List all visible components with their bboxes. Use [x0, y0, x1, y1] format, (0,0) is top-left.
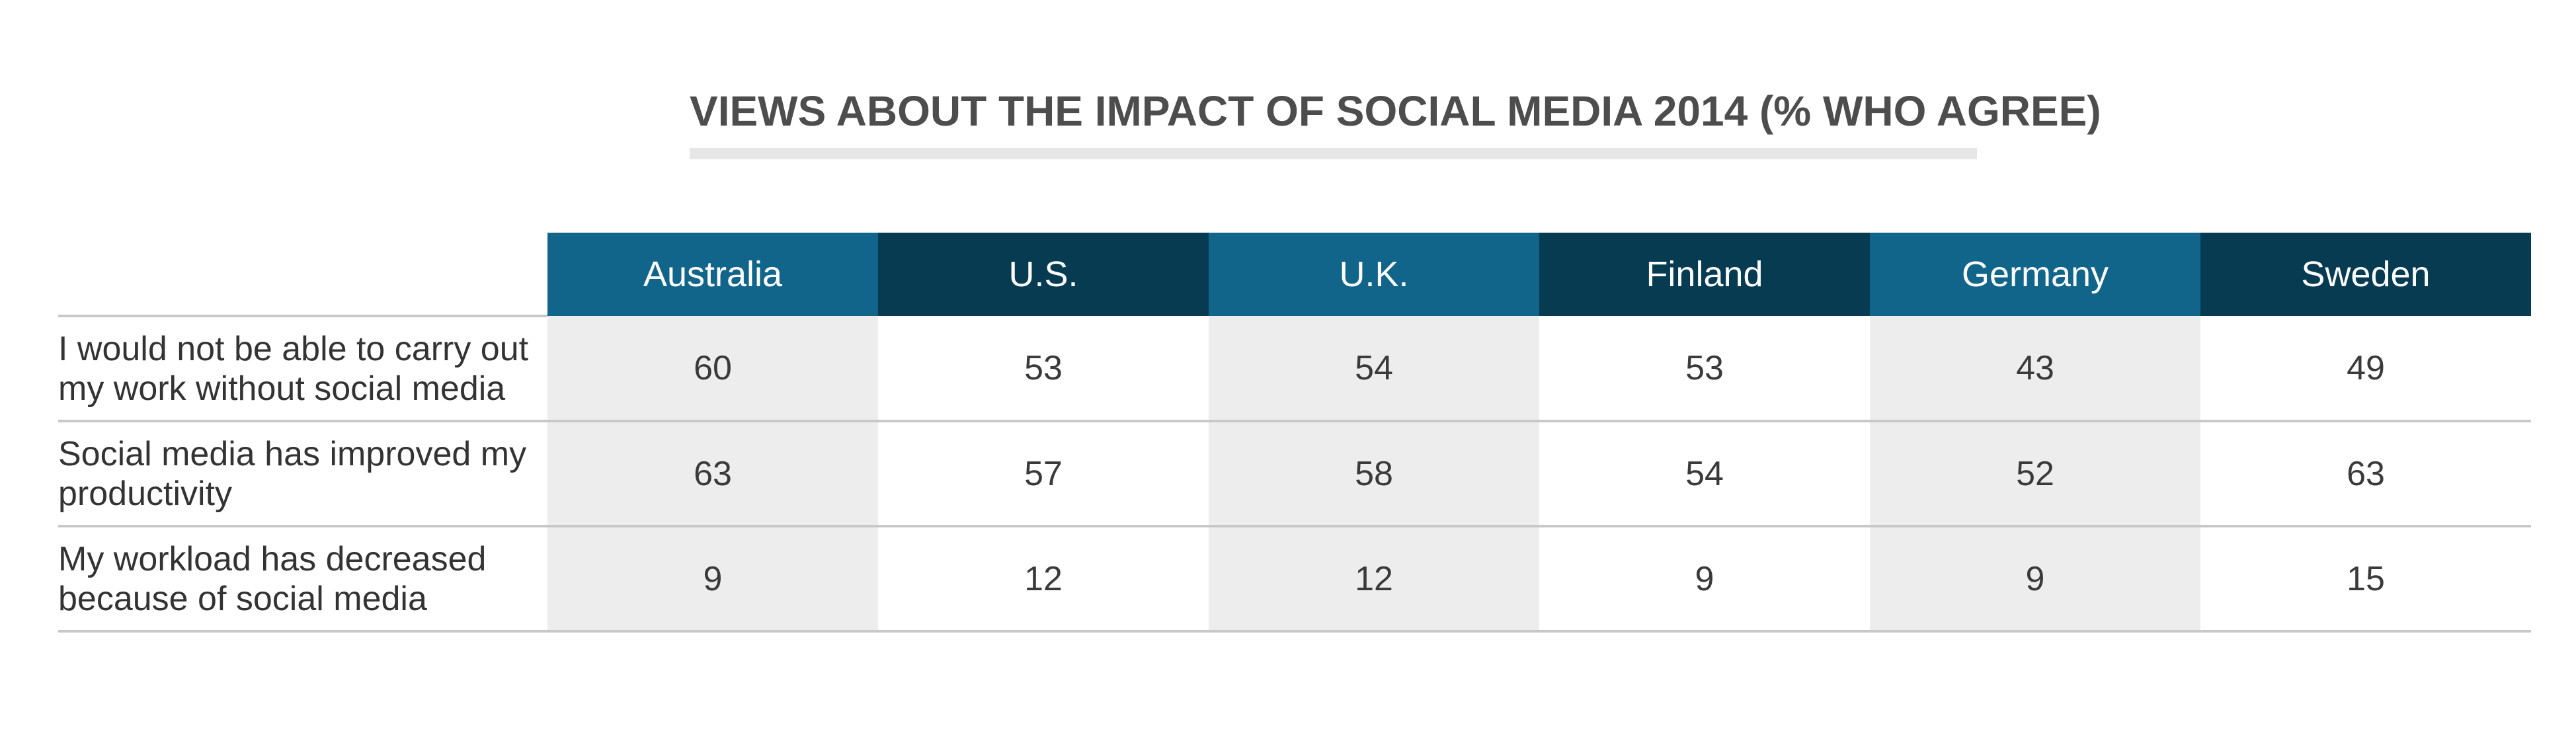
column-header-uk: U.K. — [1209, 233, 1539, 316]
table-cell: 54 — [1209, 316, 1539, 422]
table-cell: 9 — [1539, 526, 1870, 633]
table-cell: 43 — [1870, 316, 2200, 422]
table-cell: 58 — [1209, 421, 1539, 527]
column-header-sweden: Sweden — [2200, 233, 2531, 316]
table-cell: 63 — [2200, 421, 2531, 527]
table-cell: 49 — [2200, 316, 2531, 422]
header-corner — [58, 233, 547, 317]
chart-title: VIEWS ABOUT THE IMPACT OF SOCIAL MEDIA 2… — [690, 87, 2101, 135]
row-label: I would not be able to carry out my work… — [58, 316, 547, 422]
table-cell: 12 — [1209, 526, 1539, 633]
column-header-germany: Germany — [1870, 233, 2200, 316]
table-cell: 9 — [1870, 526, 2200, 633]
table-cell: 57 — [878, 421, 1209, 527]
row-label: Social media has improved my productivit… — [58, 421, 547, 527]
table-cell: 53 — [878, 316, 1209, 422]
table-cell: 63 — [547, 421, 878, 527]
table-cell: 53 — [1539, 316, 1870, 422]
header-row: Australia U.S. U.K. Finland Germany Swed… — [58, 233, 2531, 317]
data-table-container: Australia U.S. U.K. Finland Germany Swed… — [58, 233, 2531, 633]
table-cell: 15 — [2200, 526, 2531, 633]
table-cell: 52 — [1870, 421, 2200, 527]
table-cell: 9 — [547, 526, 878, 633]
table-row: I would not be able to carry out my work… — [58, 316, 2531, 422]
table-cell: 60 — [547, 316, 878, 422]
table-row: My workload has decreased because of soc… — [58, 526, 2531, 633]
table-cell: 54 — [1539, 421, 1870, 527]
row-label: My workload has decreased because of soc… — [58, 526, 547, 633]
column-header-australia: Australia — [547, 233, 878, 316]
title-underline — [690, 148, 1977, 159]
column-header-finland: Finland — [1539, 233, 1870, 316]
data-table: Australia U.S. U.K. Finland Germany Swed… — [58, 233, 2531, 633]
table-cell: 12 — [878, 526, 1209, 633]
table-row: Social media has improved my productivit… — [58, 421, 2531, 527]
column-header-us: U.S. — [878, 233, 1209, 316]
chart-title-block: VIEWS ABOUT THE IMPACT OF SOCIAL MEDIA 2… — [690, 78, 2101, 159]
